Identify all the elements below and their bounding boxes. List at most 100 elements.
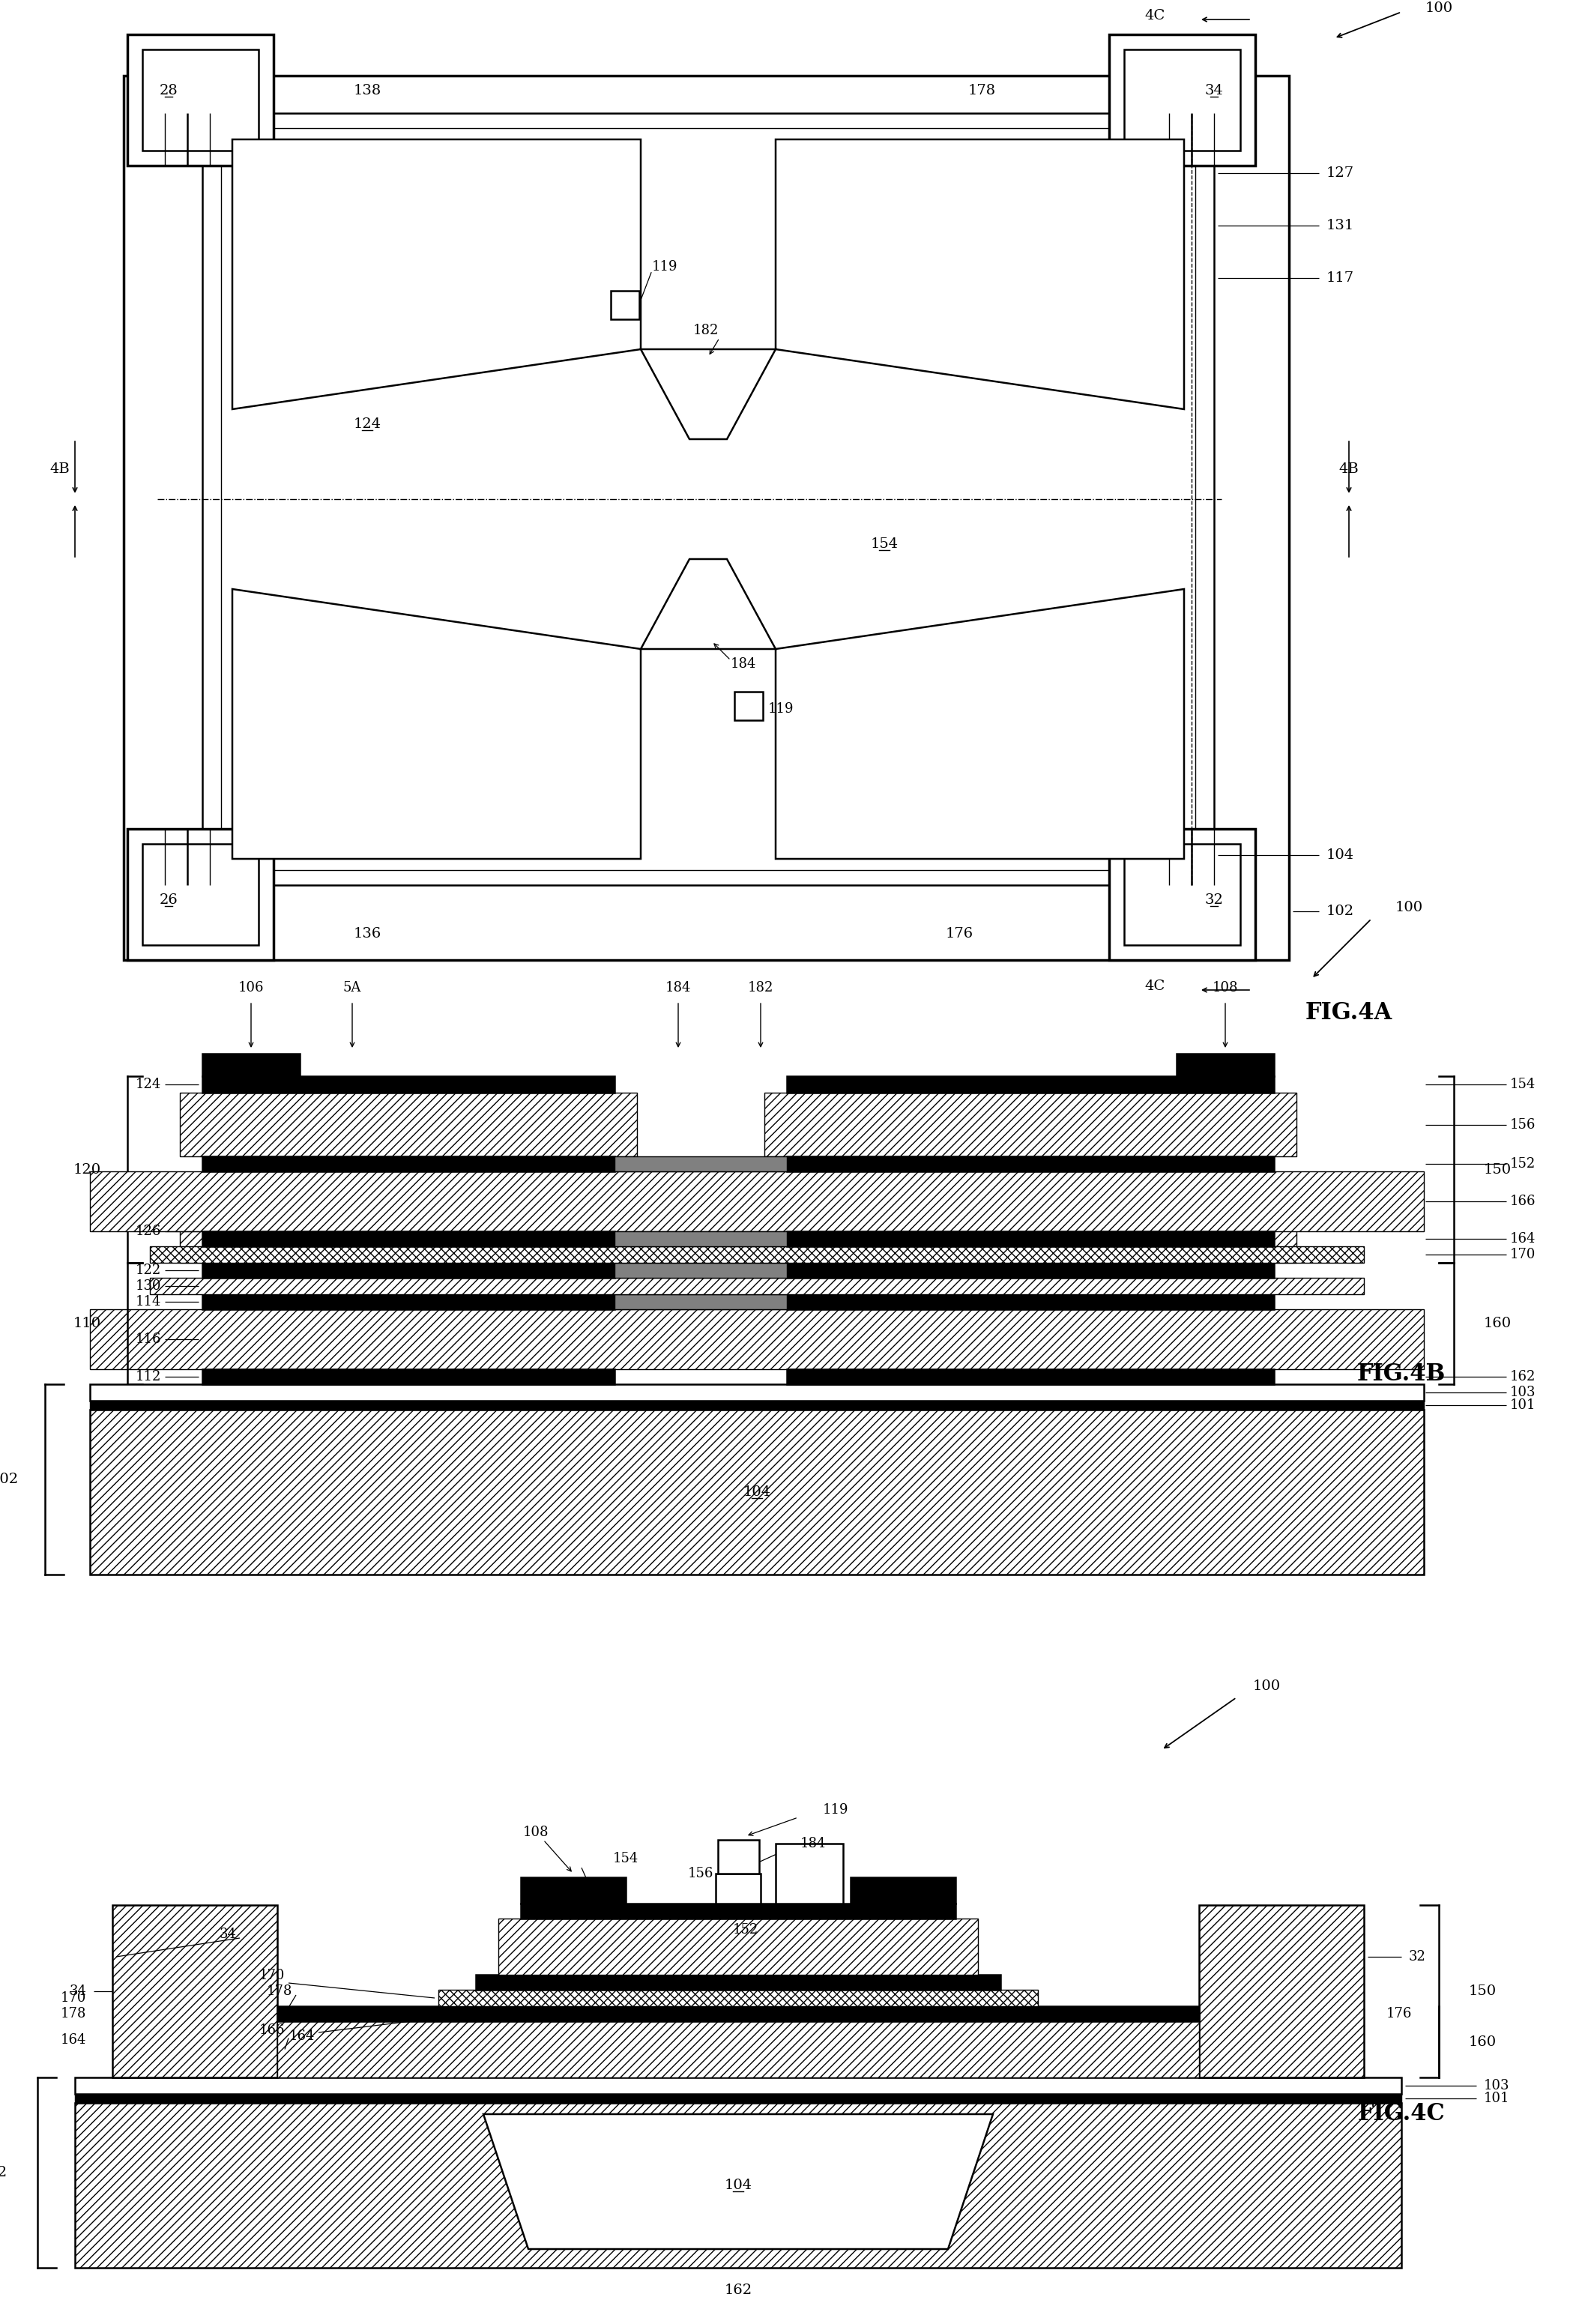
- Text: 152: 152: [1510, 1157, 1535, 1171]
- Bar: [786, 1076, 1274, 1092]
- Text: 164: 164: [1510, 1232, 1535, 1246]
- Bar: [203, 1369, 615, 1385]
- Bar: [786, 1262, 1274, 1278]
- Text: 136: 136: [354, 927, 381, 941]
- Text: 131: 131: [1326, 218, 1354, 232]
- Text: 116: 116: [135, 1332, 160, 1346]
- Text: 178: 178: [266, 1985, 293, 1999]
- Bar: [1109, 35, 1255, 165]
- Text: 32: 32: [1409, 1950, 1427, 1964]
- Bar: [277, 2022, 1199, 2078]
- Bar: [76, 2094, 1402, 2103]
- Text: 117: 117: [1326, 272, 1354, 286]
- Text: 150: 150: [1483, 1162, 1512, 1176]
- Text: 102: 102: [0, 1473, 19, 1485]
- Text: 110: 110: [74, 1318, 101, 1329]
- Text: 4C: 4C: [1145, 978, 1166, 992]
- Text: 178: 178: [967, 84, 996, 98]
- Text: 4C: 4C: [1145, 9, 1166, 23]
- Text: 34: 34: [69, 1985, 87, 1999]
- Bar: [851, 1878, 955, 1903]
- Text: 184: 184: [801, 1836, 826, 1850]
- Text: 154: 154: [613, 1852, 639, 1866]
- Text: 150: 150: [1469, 1985, 1496, 1999]
- Text: 4B: 4B: [50, 462, 69, 476]
- Text: 170: 170: [1510, 1248, 1535, 1262]
- Polygon shape: [483, 2115, 993, 2250]
- Bar: [775, 1843, 843, 1903]
- Bar: [277, 2006, 477, 2022]
- Text: 120: 120: [74, 1162, 101, 1176]
- Polygon shape: [640, 349, 775, 439]
- Text: 5A: 5A: [343, 981, 362, 995]
- Bar: [203, 1262, 615, 1278]
- Text: 100: 100: [1395, 902, 1424, 913]
- Bar: [786, 1232, 1274, 1246]
- Bar: [203, 1076, 615, 1092]
- Bar: [1177, 1053, 1274, 1076]
- Bar: [716, 1873, 761, 1903]
- Text: 122: 122: [135, 1264, 160, 1278]
- Bar: [439, 1989, 1038, 2006]
- Bar: [786, 1157, 1274, 1171]
- Bar: [203, 1053, 300, 1076]
- Bar: [764, 1199, 1296, 1262]
- Text: 184: 184: [731, 658, 757, 672]
- Bar: [112, 1906, 277, 2078]
- Text: 156: 156: [687, 1866, 714, 1880]
- Text: 119: 119: [768, 702, 794, 716]
- Text: 112: 112: [135, 1369, 160, 1383]
- Text: 26: 26: [159, 892, 178, 906]
- Bar: [143, 844, 258, 946]
- Text: 182: 182: [747, 981, 774, 995]
- Bar: [610, 290, 639, 318]
- Text: 119: 119: [651, 260, 678, 274]
- Text: 170: 170: [60, 1992, 87, 2006]
- Text: 164: 164: [289, 2029, 315, 2043]
- Text: 178: 178: [60, 2008, 87, 2020]
- Text: 34: 34: [1205, 84, 1224, 98]
- Bar: [615, 1157, 786, 1171]
- Text: 104: 104: [742, 1485, 771, 1499]
- Bar: [477, 2006, 1000, 2022]
- Text: 104: 104: [1326, 848, 1354, 862]
- Bar: [124, 77, 1288, 960]
- Text: 32: 32: [1205, 892, 1224, 906]
- Polygon shape: [640, 560, 775, 648]
- Text: 166: 166: [260, 2024, 285, 2038]
- Bar: [127, 830, 274, 960]
- Bar: [149, 1278, 1364, 1294]
- Text: 182: 182: [694, 323, 719, 337]
- Bar: [615, 1294, 786, 1308]
- Text: 108: 108: [1213, 981, 1238, 995]
- Text: 162: 162: [724, 2284, 752, 2296]
- Text: 102: 102: [1326, 904, 1354, 918]
- Text: 100: 100: [1425, 2, 1453, 14]
- Text: 28: 28: [159, 84, 178, 98]
- Text: 156: 156: [1510, 1118, 1535, 1132]
- Bar: [179, 1199, 637, 1262]
- Bar: [615, 1262, 786, 1278]
- Bar: [1199, 1906, 1364, 2078]
- Bar: [76, 2078, 1402, 2094]
- Text: 103: 103: [1483, 2080, 1510, 2092]
- Text: 160: 160: [1483, 1318, 1512, 1329]
- Text: 126: 126: [135, 1225, 160, 1239]
- Bar: [90, 1308, 1424, 1369]
- Text: 34: 34: [219, 1927, 236, 1941]
- Bar: [786, 1294, 1274, 1308]
- Bar: [786, 1369, 1274, 1385]
- Text: 130: 130: [135, 1278, 160, 1292]
- Text: 4B: 4B: [1339, 462, 1359, 476]
- Bar: [90, 1401, 1424, 1411]
- Bar: [735, 693, 763, 720]
- Text: 101: 101: [1483, 2092, 1510, 2106]
- Bar: [203, 1232, 615, 1246]
- Text: 108: 108: [522, 1827, 549, 1838]
- Bar: [499, 1920, 978, 1975]
- Bar: [1000, 2006, 1199, 2022]
- Text: 166: 166: [1510, 1195, 1535, 1208]
- Bar: [1125, 844, 1240, 946]
- Bar: [179, 1092, 637, 1157]
- Text: 162: 162: [1510, 1369, 1535, 1383]
